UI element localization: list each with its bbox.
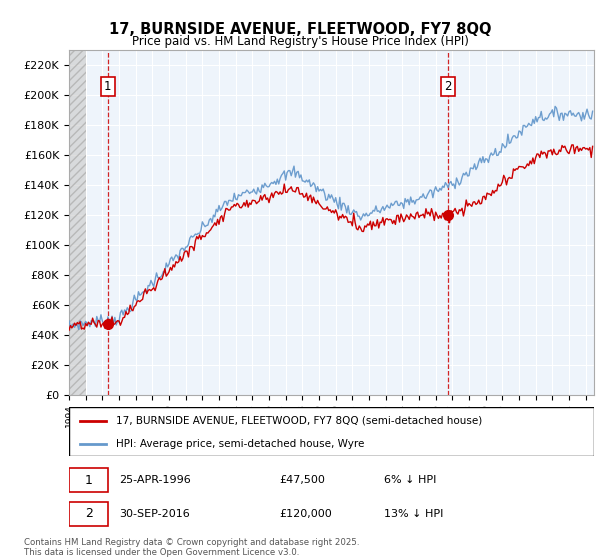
Text: 25-APR-1996: 25-APR-1996 (119, 475, 191, 486)
Text: 17, BURNSIDE AVENUE, FLEETWOOD, FY7 8QQ (semi-detached house): 17, BURNSIDE AVENUE, FLEETWOOD, FY7 8QQ … (116, 416, 482, 426)
Text: 1: 1 (85, 474, 93, 487)
Text: £120,000: £120,000 (279, 508, 332, 519)
Text: £47,500: £47,500 (279, 475, 325, 486)
Text: 2: 2 (85, 507, 93, 520)
Text: 30-SEP-2016: 30-SEP-2016 (119, 508, 190, 519)
FancyBboxPatch shape (69, 407, 594, 456)
Text: 6% ↓ HPI: 6% ↓ HPI (384, 475, 436, 486)
Text: 2: 2 (445, 80, 452, 93)
FancyBboxPatch shape (69, 468, 109, 492)
FancyBboxPatch shape (69, 502, 109, 526)
Text: Price paid vs. HM Land Registry's House Price Index (HPI): Price paid vs. HM Land Registry's House … (131, 35, 469, 48)
Text: HPI: Average price, semi-detached house, Wyre: HPI: Average price, semi-detached house,… (116, 439, 365, 449)
Text: 17, BURNSIDE AVENUE, FLEETWOOD, FY7 8QQ: 17, BURNSIDE AVENUE, FLEETWOOD, FY7 8QQ (109, 22, 491, 38)
Text: 1: 1 (104, 80, 112, 93)
Text: Contains HM Land Registry data © Crown copyright and database right 2025.
This d: Contains HM Land Registry data © Crown c… (24, 538, 359, 557)
Text: 13% ↓ HPI: 13% ↓ HPI (384, 508, 443, 519)
